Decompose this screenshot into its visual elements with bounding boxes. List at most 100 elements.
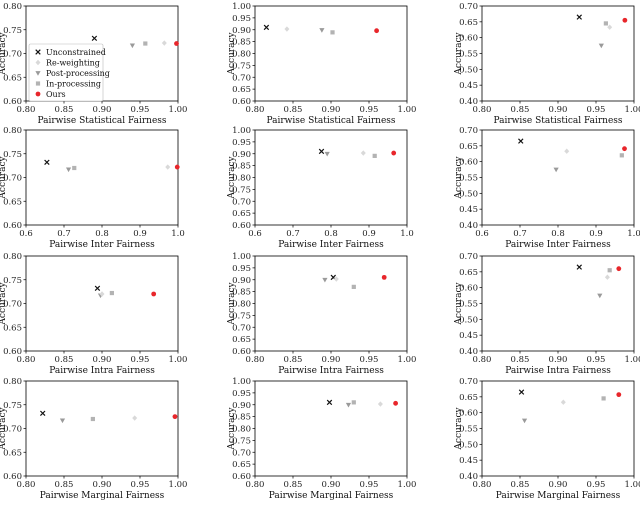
y-tick-label: 0.75: [3, 401, 22, 411]
point-post-processing: [129, 43, 135, 49]
y-axis-label: Accuracy: [454, 407, 464, 451]
legend-entry: Re-weighting: [35, 59, 100, 68]
y-tick-label: 0.45: [459, 456, 478, 466]
y-tick-label: 0.55: [459, 50, 478, 60]
y-tick-label: 0.60: [232, 347, 251, 357]
point-unconstrained: [318, 148, 325, 155]
point-unconstrained: [39, 410, 46, 417]
y-tick-label: 0.60: [459, 284, 478, 294]
x-tick-label: 0.95: [360, 480, 379, 490]
x-tick-label: 0.80: [473, 480, 492, 490]
x-tick-label: 0.95: [587, 480, 606, 490]
point-unconstrained: [94, 285, 101, 292]
point-re-weighting: [99, 291, 105, 297]
point-re-weighting: [560, 399, 566, 405]
legend-label: Unconstrained: [46, 48, 106, 57]
x-tick-label: 1.00: [398, 355, 417, 365]
y-tick-label: 0.55: [459, 174, 478, 184]
x-tick-label: 0.80: [246, 480, 265, 490]
plot-frame: [254, 5, 408, 102]
point-re-weighting: [360, 150, 366, 156]
y-tick-label: 0.80: [232, 174, 251, 184]
plot-frame: [254, 255, 408, 352]
x-tick-label: 0.95: [587, 105, 606, 115]
x-axis-label: Pairwise Statistical Fairness: [493, 116, 622, 126]
y-tick-label: 0.80: [3, 2, 22, 12]
legend-entry: Post-processing: [35, 69, 110, 78]
legend-marker: [35, 71, 41, 76]
x-tick-label: 0.85: [284, 480, 303, 490]
y-tick-label: 0.80: [3, 377, 22, 387]
y-tick-label: 0.75: [3, 150, 22, 160]
y-tick-label: 0.60: [459, 34, 478, 44]
y-axis-label: Accuracy: [0, 32, 8, 76]
y-tick-label: 0.75: [232, 311, 251, 321]
point-in-processing: [351, 284, 356, 289]
y-tick-label: 0.55: [459, 425, 478, 435]
x-tick-label: 0.95: [131, 105, 150, 115]
y-tick-label: 0.70: [3, 50, 22, 60]
legend-label: In-processing: [46, 80, 101, 89]
x-tick-label: 0.95: [587, 355, 606, 365]
y-axis-label: Accuracy: [0, 282, 8, 326]
legend: Unconstrained Re-weightingPost-processing…: [28, 43, 110, 102]
y-tick-label: 0.75: [232, 185, 251, 195]
y-tick-label: 0.65: [3, 73, 22, 83]
x-tick-label: 0.85: [55, 355, 74, 365]
y-tick-label: 0.85: [232, 288, 251, 298]
point-post-processing: [319, 28, 325, 33]
legend-box: [28, 43, 104, 102]
x-tick-label: 0.7: [57, 229, 71, 239]
x-tick-label: 1.00: [169, 355, 188, 365]
y-tick-label: 0.60: [459, 409, 478, 419]
point-in-processing: [351, 400, 356, 405]
legend-entry: In-processing: [35, 80, 101, 89]
plot-frame: [254, 129, 408, 226]
point-unconstrained: [576, 14, 583, 20]
y-tick-label: 0.45: [459, 81, 478, 91]
plot-frame: [481, 129, 635, 226]
point-unconstrained: [263, 24, 270, 31]
y-tick-label: 0.85: [232, 38, 251, 48]
x-tick-label: 0.80: [473, 105, 492, 115]
point-post-processing: [59, 418, 66, 424]
x-tick-label: 0.85: [511, 355, 530, 365]
point-re-weighting: [607, 24, 613, 30]
y-tick-label: 0.65: [459, 393, 478, 403]
y-tick-label: 0.80: [3, 126, 22, 136]
point-unconstrained: [91, 35, 98, 42]
y-tick-label: 0.80: [232, 300, 251, 310]
x-tick-label: 1.00: [625, 480, 640, 490]
y-tick-label: 0.40: [459, 221, 478, 231]
point-in-processing: [619, 153, 624, 158]
y-tick-label: 0.80: [232, 50, 251, 60]
point-unconstrained: [518, 138, 524, 144]
x-tick-label: 1.0: [400, 229, 414, 239]
x-tick-label: 0.95: [360, 105, 379, 115]
legend-label: Ours: [46, 90, 66, 99]
x-tick-label: 0.80: [17, 355, 36, 365]
subplot-5: 0.6 0.7 0.8 0.9 1.0 0.60 0.65 0.70 0.750.80 0.85 0…: [227, 126, 414, 250]
point-post-processing: [597, 293, 603, 299]
y-tick-label: 0.90: [232, 401, 251, 411]
y-tick-label: 0.70: [459, 126, 478, 136]
x-tick-label: 0.80: [246, 355, 265, 365]
x-tick-label: 0.9: [362, 229, 376, 239]
legend-marker: [35, 91, 41, 97]
x-tick-label: 1.00: [169, 105, 188, 115]
x-axis-label: Pairwise Inter Fairness: [505, 240, 611, 250]
y-tick-label: 0.50: [459, 440, 478, 450]
point-in-processing: [143, 41, 148, 46]
y-tick-label: 0.85: [232, 162, 251, 172]
y-tick-label: 0.65: [3, 197, 22, 207]
x-tick-label: 0.90: [549, 105, 568, 115]
x-tick-label: 0.7: [513, 229, 527, 239]
point-re-weighting: [333, 276, 339, 282]
y-tick-label: 0.70: [3, 425, 22, 435]
x-tick-label: 0.85: [284, 105, 303, 115]
subplot-7: 0.80 0.85 0.90 0.95 1.00 0.60 0.65 0.70 0.75 0.80…: [0, 252, 187, 376]
x-tick-label: 0.8: [551, 229, 565, 239]
y-tick-label: 0.50: [459, 315, 478, 325]
point-unconstrained: [518, 389, 525, 395]
